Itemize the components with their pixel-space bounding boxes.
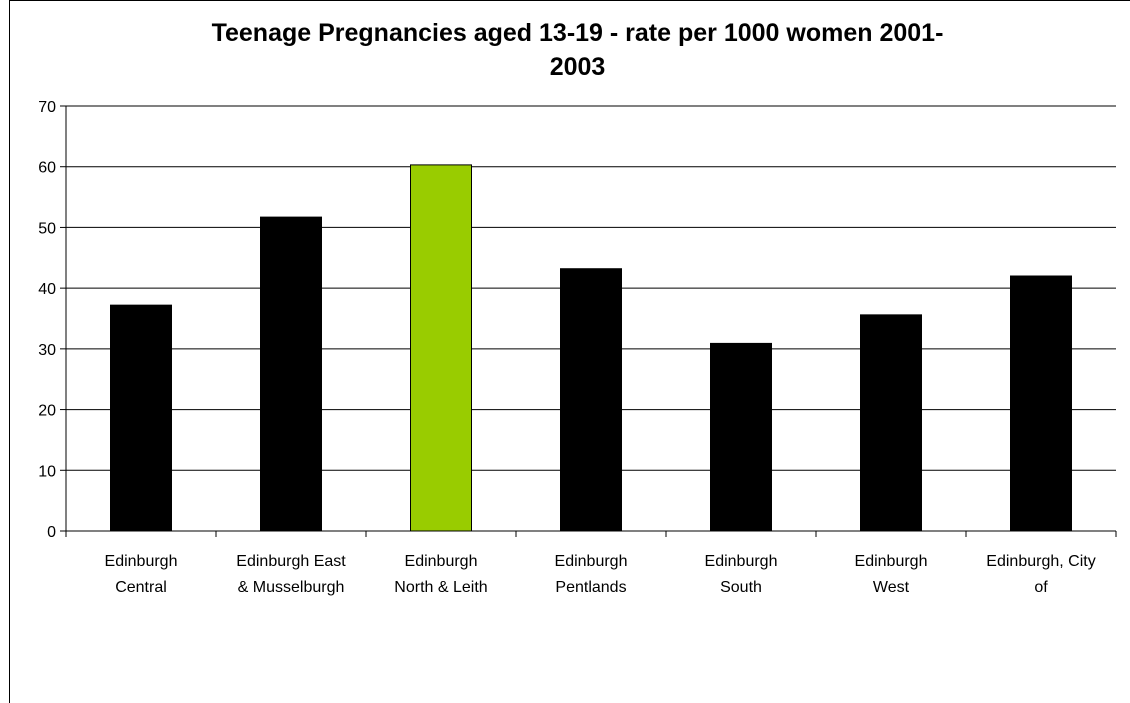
- bar-0: [110, 304, 172, 532]
- bar-1: [260, 216, 322, 532]
- y-tick-label-70: 70: [38, 99, 56, 116]
- x-category-label-4-1: South: [720, 579, 762, 596]
- x-category-label-3-0: Edinburgh: [555, 553, 628, 570]
- frame-top-border: [9, 0, 1130, 1]
- bar-5: [860, 314, 922, 532]
- y-tick-label-0: 0: [47, 524, 56, 541]
- x-category-label-1-1: & Musselburgh: [238, 579, 345, 596]
- bar-4: [710, 342, 772, 532]
- bar-2: [410, 164, 472, 532]
- y-tick-label-40: 40: [38, 281, 56, 298]
- bar-3: [560, 268, 622, 532]
- y-tick-label-50: 50: [38, 220, 56, 237]
- x-category-label-6-1: of: [1034, 579, 1048, 596]
- y-tick-label-10: 10: [38, 463, 56, 480]
- x-category-label-6-0: Edinburgh, City: [986, 553, 1095, 570]
- chart-title-line-1: Teenage Pregnancies aged 13-19 - rate pe…: [211, 19, 944, 47]
- x-category-label-2-1: North & Leith: [394, 579, 487, 596]
- x-category-label-5-0: Edinburgh: [855, 553, 928, 570]
- x-category-label-0-1: Central: [115, 579, 167, 596]
- x-category-label-2-0: Edinburgh: [405, 553, 478, 570]
- x-category-label-0-0: Edinburgh: [105, 553, 178, 570]
- x-category-label-4-0: Edinburgh: [705, 553, 778, 570]
- x-category-label-5-1: West: [873, 579, 910, 596]
- y-tick-label-60: 60: [38, 160, 56, 177]
- y-tick-label-30: 30: [38, 342, 56, 359]
- frame-left-border: [9, 0, 10, 703]
- chart-title: Teenage Pregnancies aged 13-19 - rate pe…: [40, 16, 1115, 84]
- chart-title-line-2: 2003: [549, 53, 606, 81]
- x-category-label-1-0: Edinburgh East: [236, 553, 346, 570]
- x-category-label-3-1: Pentlands: [555, 579, 626, 596]
- bar-6: [1010, 275, 1072, 532]
- y-tick-label-20: 20: [38, 403, 56, 420]
